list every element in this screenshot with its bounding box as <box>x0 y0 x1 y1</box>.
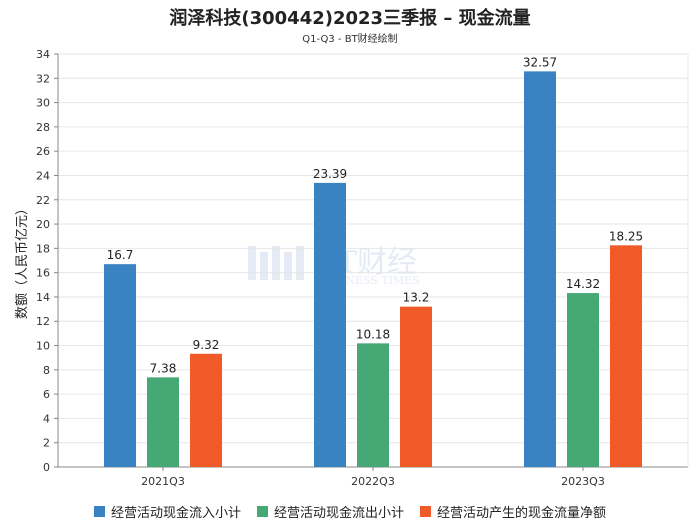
bar-2-2023Q3 <box>610 245 642 467</box>
bar-label-0-2021Q3: 16.7 <box>107 248 134 262</box>
legend-swatch-net <box>420 506 431 517</box>
legend-label-inflow: 经营活动现金流入小计 <box>110 506 241 521</box>
y-tick-label-8: 8 <box>43 364 50 377</box>
watermark-logo-bar-0 <box>248 246 256 280</box>
legend-label-outflow: 经营活动现金流出小计 <box>273 506 404 521</box>
bar-1-2022Q3 <box>357 343 389 467</box>
y-tick-label-24: 24 <box>36 169 50 182</box>
y-tick-label-16: 16 <box>36 267 50 280</box>
bar-label-1-2023Q3: 14.32 <box>566 277 600 291</box>
y-tick-label-28: 28 <box>36 121 50 134</box>
legend-item-inflow[interactable]: 经营活动现金流入小计 <box>93 502 241 521</box>
y-tick-label-12: 12 <box>36 315 50 328</box>
y-tick-label-10: 10 <box>36 340 50 353</box>
chart-subtitle: Q1-Q3 - BT财经绘制 <box>302 34 398 45</box>
x-tick-label-2023Q3: 2023Q3 <box>561 475 605 488</box>
y-tick-label-14: 14 <box>36 291 50 304</box>
bar-0-2021Q3 <box>104 264 136 467</box>
bar-0-2022Q3 <box>314 182 346 467</box>
bar-label-2-2021Q3: 9.32 <box>193 338 220 352</box>
y-tick-label-32: 32 <box>36 72 50 85</box>
chart-title: 润泽科技(300442)2023三季报 – 现金流量 <box>169 8 531 29</box>
legend-swatch-outflow <box>256 506 268 517</box>
y-tick-label-34: 34 <box>36 48 50 61</box>
watermark-logo-bar-1 <box>260 252 268 280</box>
bar-label-0-2022Q3: 23.39 <box>313 167 347 181</box>
y-tick-label-0: 0 <box>43 461 50 474</box>
legend-item-outflow[interactable]: 经营活动现金流出小计 <box>256 502 404 521</box>
watermark-logo-bar-2 <box>272 246 280 280</box>
y-tick-label-18: 18 <box>36 242 50 255</box>
x-tick-label-2022Q3: 2022Q3 <box>351 475 395 488</box>
y-tick-label-4: 4 <box>43 412 50 425</box>
bar-1-2023Q3 <box>567 293 599 467</box>
bar-label-1-2022Q3: 10.18 <box>356 327 390 341</box>
y-axis-title: 数额（人民币亿元） <box>15 202 30 319</box>
bar-label-0-2023Q3: 32.57 <box>523 55 557 69</box>
watermark-logo-bar-4 <box>296 246 304 280</box>
legend-item-net[interactable]: 经营活动产生的现金流量净额 <box>420 502 606 521</box>
legend-label-net: 经营活动产生的现金流量净额 <box>437 506 607 521</box>
bar-2-2021Q3 <box>190 353 222 467</box>
y-tick-label-30: 30 <box>36 97 50 110</box>
bar-1-2021Q3 <box>147 377 179 467</box>
y-tick-label-26: 26 <box>36 145 50 158</box>
bar-0-2023Q3 <box>524 71 556 467</box>
y-tick-label-20: 20 <box>36 218 50 231</box>
y-tick-label-2: 2 <box>43 437 50 450</box>
bar-2-2022Q3 <box>400 306 432 467</box>
bar-label-1-2021Q3: 7.38 <box>150 361 177 375</box>
legend: 经营活动现金流入小计 经营活动现金流出小计 经营活动产生的现金流量净额 <box>0 502 700 521</box>
bar-label-2-2022Q3: 13.2 <box>403 291 430 305</box>
legend-swatch-inflow <box>93 506 105 517</box>
x-tick-label-2021Q3: 2021Q3 <box>141 475 185 488</box>
bar-label-2-2023Q3: 18.25 <box>609 229 643 243</box>
y-tick-label-6: 6 <box>43 388 50 401</box>
y-tick-label-22: 22 <box>36 194 50 207</box>
watermark-logo-bar-3 <box>284 252 292 280</box>
